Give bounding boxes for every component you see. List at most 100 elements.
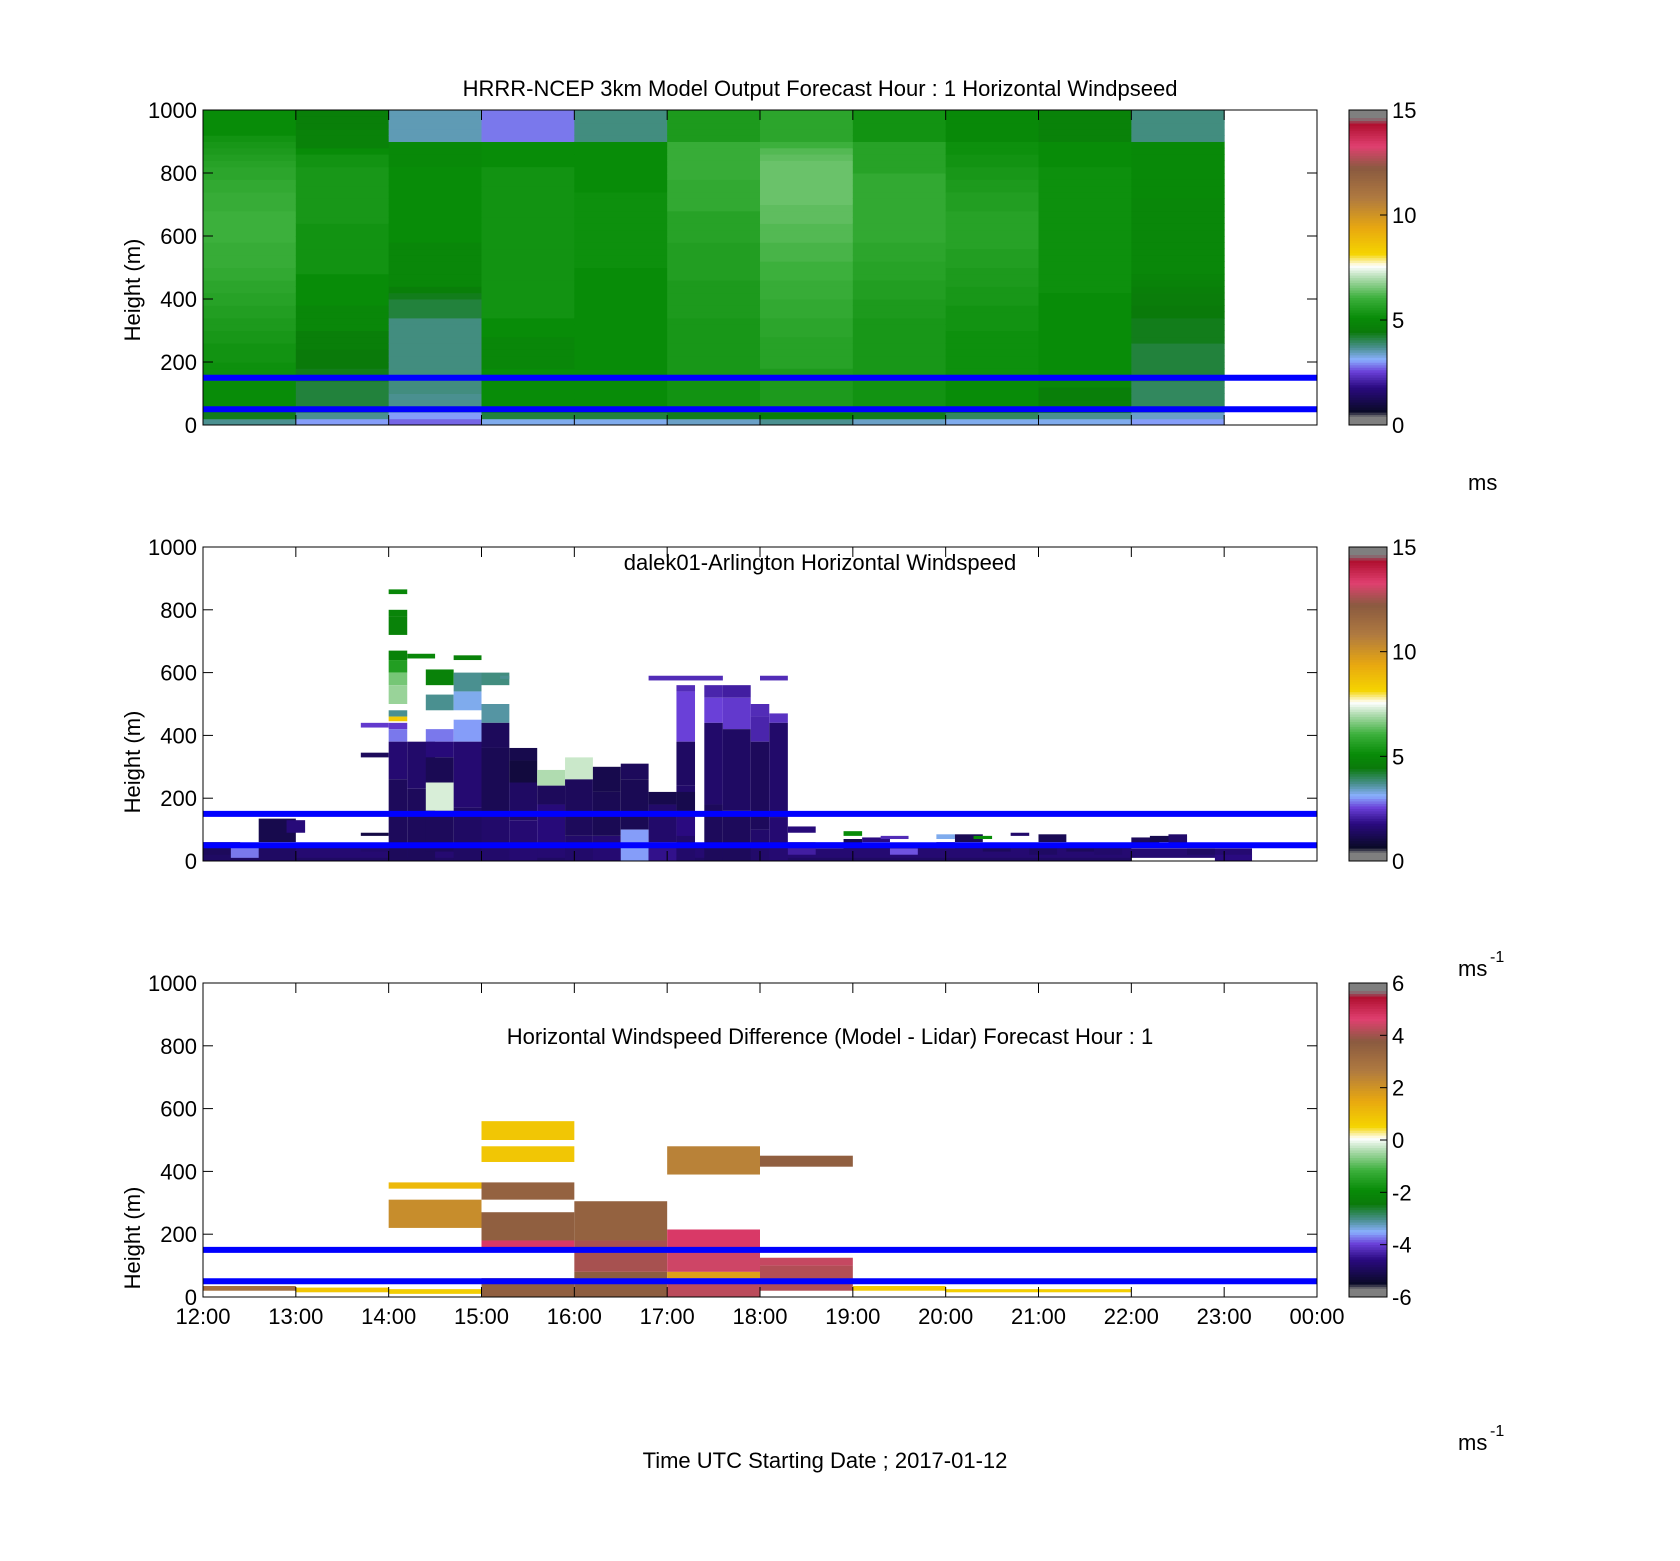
- heatmap-cell: [286, 820, 306, 833]
- heatmap-cell: [388, 204, 482, 212]
- heatmap-cell: [295, 324, 390, 331]
- heatmap-cell: [592, 766, 621, 792]
- colorbar-segment: [1349, 297, 1387, 301]
- colorbar-tick-label: 5: [1392, 308, 1404, 333]
- colorbar-segment: [1349, 763, 1387, 767]
- heatmap-cell: [425, 694, 454, 711]
- x-tick-label: 00:00: [1289, 1304, 1344, 1329]
- colorbar-segment: [1349, 252, 1387, 256]
- colorbar-segment: [1349, 559, 1387, 564]
- colorbar-segment: [1349, 1286, 1387, 1290]
- heatmap-cell: [203, 317, 297, 325]
- heatmap-cell: [388, 229, 482, 237]
- heatmap-cell: [388, 355, 482, 363]
- panel-model-colorbar: 0 5 10 15: [1348, 98, 1416, 438]
- heatmap-cell: [760, 355, 854, 363]
- colorbar-segment: [1349, 1107, 1387, 1111]
- heatmap-cell: [945, 248, 1039, 256]
- heatmap-cell: [667, 393, 761, 401]
- colorbar-segment: [1349, 1281, 1387, 1285]
- heatmap-cell: [667, 336, 761, 344]
- heatmap-cell: [676, 685, 696, 692]
- heatmap-cell: [1038, 418, 1132, 426]
- heatmap-cell: [203, 412, 297, 420]
- heatmap-cell: [388, 412, 482, 420]
- heatmap-cell: [852, 292, 947, 300]
- colorbar-tick-label: 0: [1392, 849, 1404, 874]
- colorbar-segment: [1349, 160, 1387, 164]
- heatmap-cell: [295, 292, 390, 300]
- colorbar-segment: [1349, 1122, 1387, 1126]
- colorbar-segment: [1349, 557, 1387, 561]
- colorbar-segment: [1349, 813, 1387, 817]
- y-tick-label: 400: [160, 723, 197, 748]
- heatmap-cell: [667, 399, 761, 407]
- colorbar-segment: [1349, 142, 1387, 147]
- colorbar-segment: [1349, 659, 1387, 663]
- colorbar-segment: [1349, 379, 1387, 383]
- panel-model-ylabel: Height (m): [120, 239, 145, 342]
- colorbar-segment: [1349, 1184, 1387, 1188]
- heatmap-cell: [760, 343, 854, 350]
- colorbar-segment: [1349, 1115, 1387, 1119]
- colorbar-segment: [1349, 699, 1387, 703]
- colorbar-tick-label: 0: [1392, 413, 1404, 438]
- heatmap-cell: [388, 729, 408, 742]
- colorbar-segment: [1349, 1144, 1387, 1149]
- colorbar-segment: [1349, 721, 1387, 725]
- heatmap-cell: [295, 254, 390, 262]
- colorbar-segment: [1349, 327, 1387, 331]
- heatmap-cell: [388, 179, 482, 187]
- colorbar-segment: [1349, 397, 1387, 401]
- colorbar-segment: [1349, 1135, 1387, 1139]
- heatmap-cell: [203, 191, 297, 199]
- colorbar-segment: [1349, 636, 1387, 641]
- heatmap-cell: [203, 418, 297, 426]
- heatmap-cell: [1038, 280, 1132, 287]
- heatmap-cell: [203, 1286, 296, 1291]
- x-tick-label: 16:00: [547, 1304, 602, 1329]
- colorbar-segment: [1349, 1015, 1387, 1019]
- colorbar-segment: [1349, 118, 1387, 122]
- heatmap-cell: [592, 835, 621, 861]
- colorbar-segment: [1349, 780, 1387, 785]
- heatmap-cell: [453, 691, 482, 711]
- colorbar-segment: [1349, 1072, 1387, 1077]
- colorbar-segment: [1349, 402, 1387, 406]
- colorbar-segment: [1349, 227, 1387, 231]
- colorbar-segment: [1349, 197, 1387, 201]
- colorbar-segment: [1349, 292, 1387, 296]
- colorbar-segment: [1349, 761, 1387, 765]
- heatmap-cell: [203, 116, 297, 124]
- heatmap-cell: [667, 154, 761, 161]
- colorbar-segment: [1349, 284, 1387, 289]
- heatmap-cell: [750, 716, 770, 742]
- heatmap-cell: [1131, 362, 1225, 369]
- heatmap-cell: [945, 336, 1039, 344]
- heatmap-cell: [852, 305, 947, 313]
- heatmap-cell: [203, 254, 297, 262]
- colorbar-segment: [1349, 404, 1387, 408]
- colorbar-segment: [1349, 212, 1387, 216]
- colorbar-tick-label: 4: [1392, 1023, 1404, 1048]
- panel-difference-colorbar-unit-sup: -1: [1490, 1423, 1504, 1440]
- heatmap-cell: [295, 387, 390, 394]
- colorbar-segment: [1349, 1251, 1387, 1255]
- colorbar-segment: [1349, 1102, 1387, 1106]
- colorbar-segment: [1349, 818, 1387, 822]
- colorbar-segment: [1349, 736, 1387, 740]
- heatmap-cell: [295, 242, 390, 250]
- colorbar-segment: [1349, 314, 1387, 318]
- heatmap-cell: [852, 160, 947, 168]
- heatmap-cell: [852, 267, 947, 275]
- heatmap-cell: [1038, 267, 1132, 275]
- x-tick-label: 17:00: [640, 1304, 695, 1329]
- heatmap-cell: [667, 380, 761, 388]
- heatmap-cell: [667, 317, 761, 325]
- heatmap-cell: [852, 355, 947, 363]
- colorbar-segment: [1349, 1035, 1387, 1039]
- heatmap-cell: [481, 254, 575, 262]
- colorbar-segment: [1349, 1043, 1387, 1047]
- heatmap-cell: [852, 141, 947, 149]
- panel-difference-colorbar: -6 -4 -2 0 2 4 6: [1348, 971, 1412, 1310]
